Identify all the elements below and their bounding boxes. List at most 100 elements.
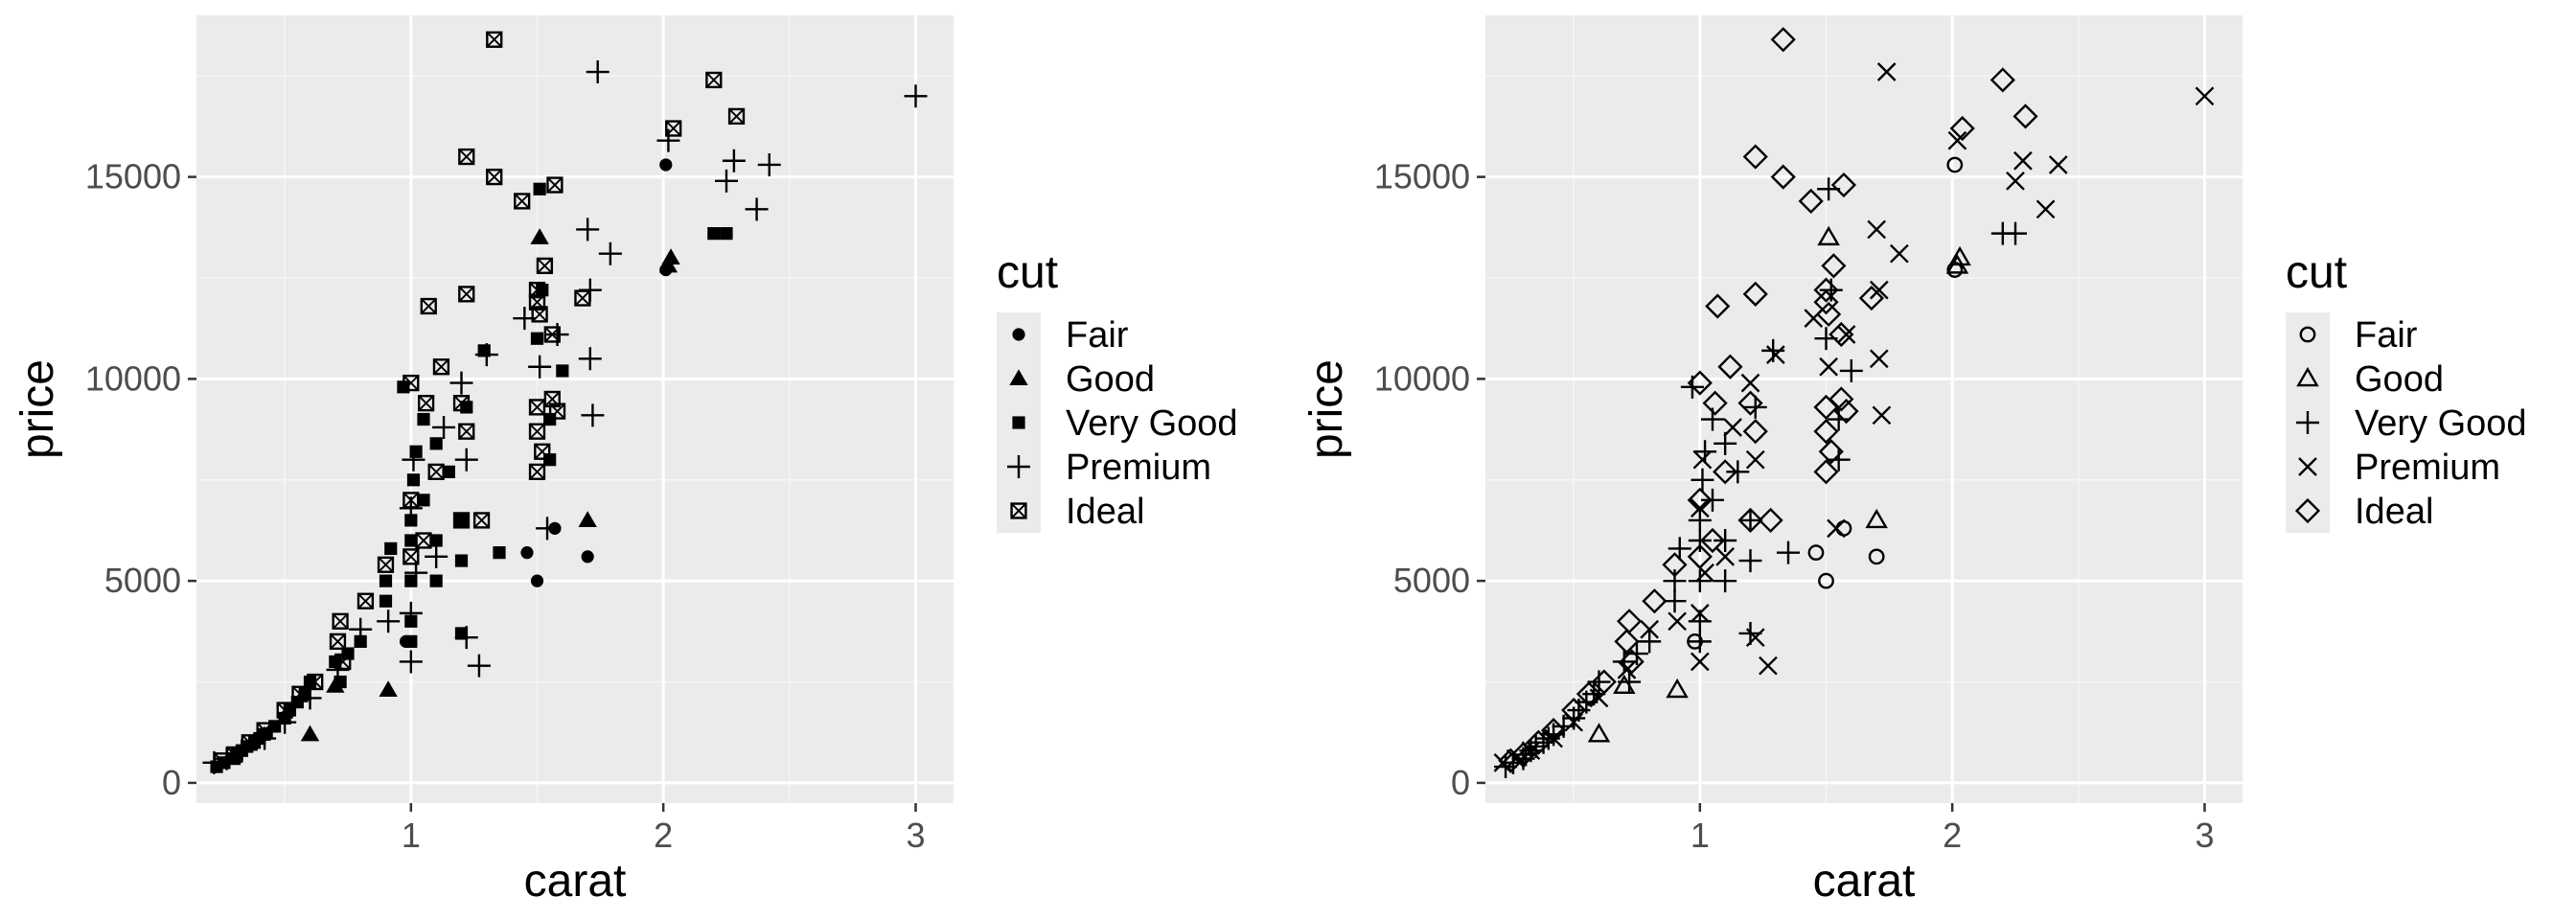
data-point <box>276 702 293 719</box>
data-point <box>377 610 401 633</box>
data-point <box>402 448 426 472</box>
data-point <box>1666 678 1689 699</box>
y-tick-label: 10000 <box>85 358 181 398</box>
legend-label: Premium <box>1066 448 1211 488</box>
plot-panel <box>1485 15 2242 803</box>
data-point <box>1858 285 1884 311</box>
data-point <box>332 612 349 630</box>
data-point <box>404 574 418 587</box>
legend-key <box>2286 489 2330 533</box>
legend-symbol <box>2298 457 2317 476</box>
data-point <box>1713 459 1738 485</box>
data-point <box>1737 507 1763 534</box>
data-point <box>417 494 430 507</box>
data-point <box>536 257 554 274</box>
data-point <box>1836 325 1856 344</box>
data-point <box>1816 301 1842 328</box>
data-point <box>454 626 478 650</box>
data-point <box>379 680 398 697</box>
data-point <box>354 634 367 648</box>
data-point <box>417 395 435 412</box>
x-tick-label: 3 <box>906 816 925 855</box>
data-point <box>404 514 418 527</box>
data-point <box>1948 245 1971 266</box>
data-point <box>1869 280 1889 300</box>
data-point <box>1723 418 1742 437</box>
data-point <box>415 532 432 549</box>
data-point <box>1640 619 1660 639</box>
data-point <box>256 722 273 739</box>
data-point <box>432 415 456 439</box>
data-point <box>329 632 347 651</box>
data-point <box>1714 569 1737 593</box>
data-point <box>658 256 678 273</box>
series-good <box>1587 225 1971 743</box>
data-point <box>546 176 564 194</box>
data-point <box>486 168 503 186</box>
data-point <box>420 297 437 315</box>
data-point <box>745 197 769 221</box>
legend-symbol <box>1010 502 1027 519</box>
legend-title: cut <box>997 247 1058 298</box>
data-point <box>1828 386 1854 412</box>
data-point <box>576 218 600 242</box>
y-tick-label: 10000 <box>1374 358 1470 398</box>
series-ideal <box>213 31 746 770</box>
data-point <box>2048 155 2068 174</box>
data-point <box>1872 405 1892 426</box>
data-point <box>1688 569 1712 593</box>
data-point <box>1737 390 1763 416</box>
data-point <box>356 592 375 610</box>
x-tick-label: 1 <box>402 816 421 855</box>
data-point <box>1692 449 1713 470</box>
data-point <box>467 654 491 678</box>
data-point <box>705 71 723 89</box>
data-point <box>1688 529 1712 552</box>
data-point <box>1690 468 1714 492</box>
data-point <box>534 443 551 460</box>
data-point <box>1758 507 1783 534</box>
data-point <box>1827 518 1846 539</box>
data-point <box>1807 544 1825 562</box>
data-point <box>543 390 561 408</box>
data-point <box>1946 156 1964 173</box>
legend-symbol <box>1012 416 1025 429</box>
data-point <box>1662 552 1688 578</box>
data-point <box>1705 293 1731 319</box>
data-point <box>1587 670 1611 694</box>
data-point <box>1876 62 1897 81</box>
data-point <box>334 653 352 671</box>
data-point <box>586 60 610 84</box>
data-point <box>1714 529 1737 552</box>
legend-label: Ideal <box>1066 492 1144 532</box>
data-point <box>727 107 746 126</box>
data-point <box>454 448 478 472</box>
legend-key <box>2286 312 2330 356</box>
data-point <box>1990 67 2015 93</box>
data-point <box>1745 449 1765 470</box>
data-point <box>300 724 320 742</box>
data-point <box>1690 652 1710 672</box>
data-point <box>528 355 552 379</box>
data-point <box>530 574 544 587</box>
data-point <box>2013 150 2033 171</box>
data-point <box>1869 349 1889 369</box>
data-point <box>298 686 322 710</box>
series-ideal <box>1498 27 2038 773</box>
data-points <box>1493 27 2215 779</box>
data-point <box>409 445 423 458</box>
data-point <box>1498 748 1524 773</box>
data-point <box>530 332 544 345</box>
data-point <box>1742 281 1768 307</box>
data-point <box>1738 549 1762 573</box>
legend-label: Very Good <box>2355 403 2527 444</box>
legend-label: Fair <box>1066 315 1129 356</box>
data-point <box>493 546 506 560</box>
data-point <box>1890 243 1909 264</box>
data-point <box>581 403 605 427</box>
data-point <box>241 734 258 751</box>
y-tick-label: 15000 <box>85 157 181 196</box>
data-point <box>213 752 230 770</box>
data-point <box>1587 723 1611 743</box>
legend-label: Good <box>2355 359 2444 400</box>
